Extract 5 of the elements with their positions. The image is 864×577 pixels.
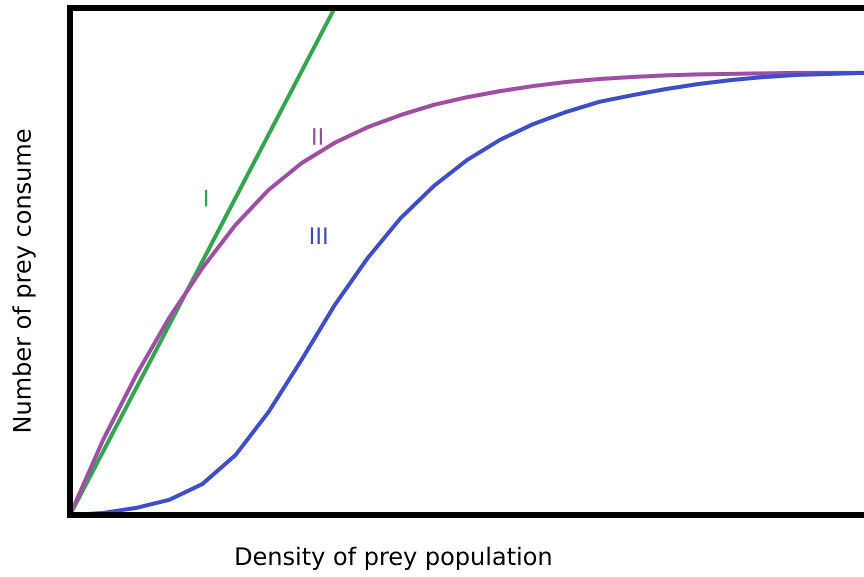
x-axis-title: Density of prey population	[236, 546, 551, 570]
series-label: II	[313, 128, 322, 145]
series-label: III	[310, 228, 326, 244]
series-label: I	[204, 190, 208, 206]
y-axis-title: Number of prey consume	[12, 130, 36, 432]
